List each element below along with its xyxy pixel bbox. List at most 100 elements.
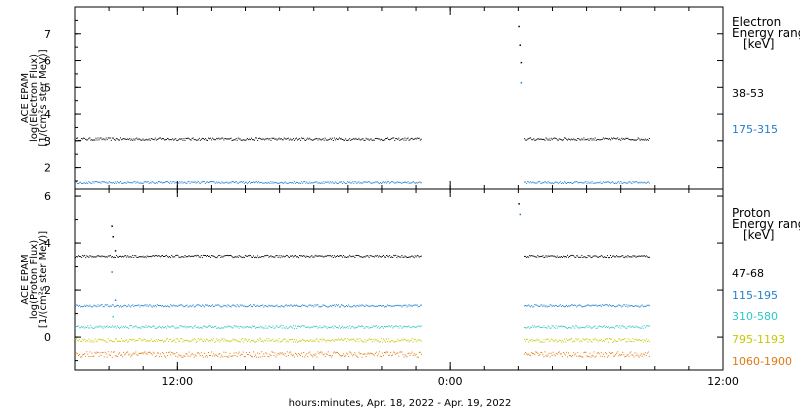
data-point xyxy=(208,255,210,257)
data-point xyxy=(396,305,398,307)
data-point xyxy=(375,305,377,307)
data-point xyxy=(141,339,143,341)
data-point xyxy=(204,138,206,140)
data-point xyxy=(615,354,617,356)
data-point xyxy=(532,255,534,257)
data-point xyxy=(413,304,415,306)
data-point xyxy=(417,182,419,184)
data-point xyxy=(617,305,619,307)
data-point xyxy=(571,304,573,306)
data-point xyxy=(541,256,543,258)
data-point xyxy=(121,306,123,308)
data-point xyxy=(539,353,541,355)
data-point xyxy=(333,340,335,342)
data-point xyxy=(92,340,94,342)
data-point xyxy=(312,304,314,306)
data-point xyxy=(215,182,217,184)
data-point xyxy=(545,355,547,357)
data-point xyxy=(596,327,598,329)
data-point xyxy=(318,326,320,328)
data-point xyxy=(552,325,554,327)
data-point xyxy=(135,325,137,327)
data-point xyxy=(403,338,405,340)
data-point xyxy=(328,339,330,341)
data-point xyxy=(568,327,570,329)
data-point xyxy=(267,254,269,256)
data-point xyxy=(103,138,105,140)
data-point xyxy=(168,256,170,258)
data-point xyxy=(176,327,178,329)
data-point xyxy=(335,351,337,353)
data-point xyxy=(603,304,605,306)
data-point xyxy=(186,339,188,341)
data-point xyxy=(640,339,642,341)
data-point xyxy=(247,182,249,184)
data-point xyxy=(227,326,229,328)
data-point xyxy=(269,182,271,184)
data-point xyxy=(205,139,207,141)
data-point xyxy=(420,182,422,184)
data-point xyxy=(533,182,535,184)
data-point xyxy=(105,304,107,306)
data-point xyxy=(644,182,646,184)
data-point xyxy=(598,139,600,141)
data-point xyxy=(321,327,323,329)
data-point xyxy=(287,341,289,343)
data-point xyxy=(76,137,78,139)
data-point xyxy=(206,254,208,256)
data-point xyxy=(198,339,200,341)
data-point xyxy=(335,327,337,329)
data-point xyxy=(628,326,630,328)
data-point xyxy=(557,139,559,141)
data-point xyxy=(307,340,309,342)
data-point xyxy=(587,327,589,329)
data-point xyxy=(83,182,85,184)
data-point xyxy=(145,353,147,355)
data-point xyxy=(398,182,400,184)
data-point xyxy=(379,327,381,329)
data-point xyxy=(102,339,104,341)
data-point xyxy=(91,341,93,343)
data-point xyxy=(170,257,172,259)
data-point xyxy=(367,326,369,328)
data-point xyxy=(392,181,394,183)
data-point xyxy=(162,182,164,184)
data-point xyxy=(97,182,99,184)
data-point xyxy=(408,139,410,141)
data-point xyxy=(282,325,284,327)
data-point xyxy=(239,341,241,343)
data-point xyxy=(146,304,148,306)
data-point xyxy=(350,338,352,340)
data-point xyxy=(376,327,378,329)
data-point xyxy=(180,138,182,140)
data-point xyxy=(567,139,569,141)
data-point xyxy=(371,341,373,343)
data-point xyxy=(645,305,647,307)
data-point xyxy=(524,305,526,307)
data-point xyxy=(398,255,400,257)
data-point xyxy=(88,338,90,340)
data-point xyxy=(229,306,231,308)
data-point xyxy=(607,305,609,307)
data-point xyxy=(592,182,594,184)
data-point xyxy=(568,256,570,258)
data-point xyxy=(311,139,313,141)
data-point xyxy=(278,338,280,340)
data-point xyxy=(631,341,633,343)
data-point xyxy=(263,138,265,140)
data-point xyxy=(193,181,195,183)
data-point xyxy=(399,181,401,183)
data-point xyxy=(605,338,607,340)
data-point xyxy=(250,355,252,357)
data-point xyxy=(274,327,276,329)
data-point xyxy=(244,306,246,308)
data-point xyxy=(118,352,120,354)
data-point xyxy=(100,326,102,328)
data-point xyxy=(614,306,616,308)
data-point xyxy=(312,182,314,184)
data-point xyxy=(524,181,526,183)
data-point xyxy=(414,326,416,328)
data-point xyxy=(144,326,146,328)
data-point xyxy=(225,340,227,342)
data-point xyxy=(98,255,100,257)
